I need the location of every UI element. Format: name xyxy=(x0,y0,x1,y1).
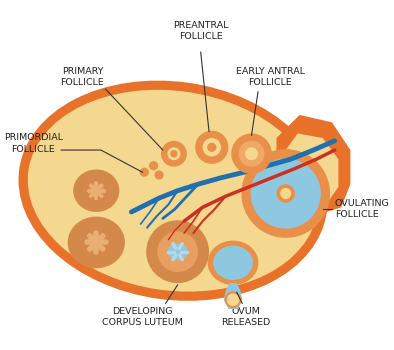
Polygon shape xyxy=(286,133,338,204)
Ellipse shape xyxy=(68,217,125,268)
Circle shape xyxy=(195,131,229,164)
Text: OVUM
RELEASED: OVUM RELEASED xyxy=(221,307,271,327)
Text: DEVELOPING
CORPUS LUTEUM: DEVELOPING CORPUS LUTEUM xyxy=(102,307,183,327)
Circle shape xyxy=(207,143,216,152)
Circle shape xyxy=(170,150,178,158)
Circle shape xyxy=(157,231,198,272)
Polygon shape xyxy=(277,115,350,215)
Ellipse shape xyxy=(19,80,327,301)
Text: PRIMORDIAL
FOLLICLE: PRIMORDIAL FOLLICLE xyxy=(4,133,63,154)
Circle shape xyxy=(146,220,209,283)
Ellipse shape xyxy=(167,243,188,260)
Text: OVULATING
FOLLICLE: OVULATING FOLLICLE xyxy=(335,199,389,219)
Ellipse shape xyxy=(73,169,119,212)
Ellipse shape xyxy=(28,90,318,292)
Circle shape xyxy=(149,161,158,170)
Circle shape xyxy=(140,168,149,177)
Circle shape xyxy=(226,292,240,307)
Polygon shape xyxy=(224,283,242,309)
Circle shape xyxy=(161,141,187,167)
Circle shape xyxy=(239,141,264,167)
Circle shape xyxy=(154,170,164,180)
Circle shape xyxy=(251,158,321,229)
Text: PRIMARY
FOLLICLE: PRIMARY FOLLICLE xyxy=(61,67,104,87)
Ellipse shape xyxy=(208,240,258,285)
Ellipse shape xyxy=(213,246,253,280)
Text: PREANTRAL
FOLLICLE: PREANTRAL FOLLICLE xyxy=(173,21,229,41)
Circle shape xyxy=(167,147,180,160)
Circle shape xyxy=(242,149,330,238)
Circle shape xyxy=(280,188,291,199)
Circle shape xyxy=(245,147,258,160)
Circle shape xyxy=(277,184,295,203)
Circle shape xyxy=(231,133,272,174)
Circle shape xyxy=(203,138,221,156)
Text: EARLY ANTRAL
FOLLICLE: EARLY ANTRAL FOLLICLE xyxy=(236,67,305,87)
